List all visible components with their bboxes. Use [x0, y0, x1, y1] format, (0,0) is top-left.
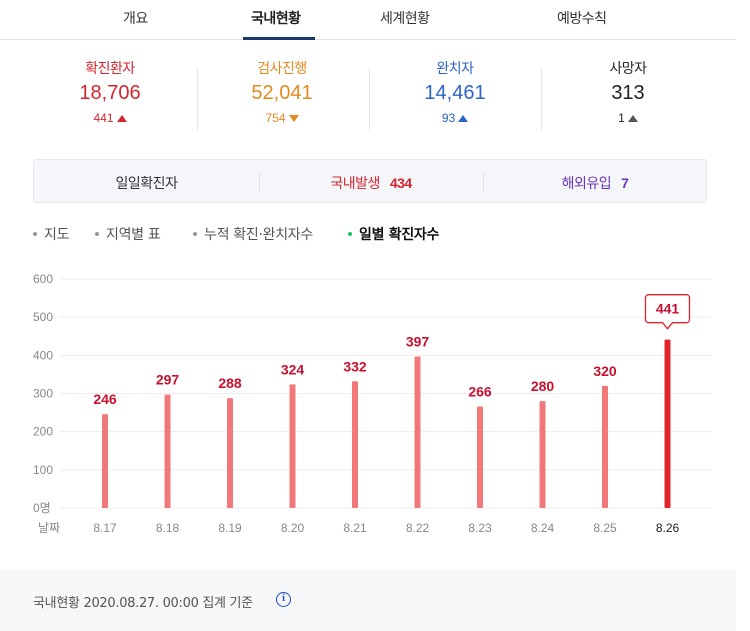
y-tick-label: 300 [33, 387, 53, 401]
stat-confirmed: 확진환자 18,706 441 [20, 58, 200, 125]
data-label: 280 [531, 378, 555, 394]
daily-confirmed-box: 일일확진자 국내발생 434 해외유입 7 [33, 159, 707, 203]
x-tick-label: 8.18 [156, 521, 180, 535]
stat-divider [369, 68, 370, 130]
bullet-icon [193, 232, 197, 236]
data-label: 288 [218, 375, 242, 391]
daily-domestic-label: 국내발생 [330, 176, 380, 192]
x-tick-label: 8.20 [281, 521, 305, 535]
daily-domestic: 국내발생 434 [259, 173, 483, 193]
subnav-region-table[interactable]: 지역별 표 [95, 224, 161, 244]
info-icon[interactable]: i [276, 592, 291, 607]
tab-overview[interactable]: 개요 [123, 11, 148, 27]
x-tick-label: 8.17 [93, 521, 117, 535]
tab-domestic[interactable]: 국내현황 [251, 11, 301, 27]
x-tick-label: 8.19 [218, 521, 242, 535]
footer: 국내현황 2020.08.27. 00:00 집계 기준 i [0, 570, 736, 631]
subnav-cumulative-label: 누적 확진·완치자수 [204, 227, 313, 243]
data-callout [644, 294, 691, 330]
subnav-daily[interactable]: 일별 확진자수 [348, 224, 439, 244]
stat-deaths-change: 1 [538, 111, 718, 125]
top-tabs: 개요 국내현황 세계현황 예방수칙 [0, 0, 736, 40]
chart-bar [227, 398, 233, 508]
y-tick-label: 600 [33, 272, 53, 286]
stat-confirmed-change: 441 [20, 111, 200, 125]
stat-confirmed-value: 18,706 [79, 82, 141, 104]
x-tick-label: 8.25 [593, 521, 617, 535]
arrow-up-icon [116, 115, 127, 122]
chart-bar [414, 356, 421, 508]
daily-imported: 해외유입 7 [483, 173, 707, 193]
data-label: 297 [156, 372, 180, 388]
daily-divider [483, 172, 484, 192]
subnav-region-table-label: 지역별 표 [106, 227, 161, 243]
stat-deaths-value: 313 [611, 82, 645, 104]
stat-confirmed-change-value: 441 [93, 111, 114, 125]
daily-divider [259, 172, 260, 192]
stat-recovered-label: 완치자 [436, 61, 474, 77]
tab-world[interactable]: 세계현황 [380, 11, 430, 27]
subnav-daily-label: 일별 확진자수 [359, 227, 440, 243]
data-label: 441 [656, 301, 680, 317]
x-axis-label: 날짜 [38, 521, 60, 535]
daily-domestic-value: 434 [389, 175, 412, 191]
chart-bar [477, 406, 483, 508]
chart-bar [664, 339, 671, 508]
x-tick-label: 8.24 [531, 521, 555, 535]
stat-deaths-label: 사망자 [609, 61, 647, 77]
arrow-up-icon [458, 115, 469, 122]
daily-cases-chart: 0명 100 200 300 400 500 600 날짜 8.17 246 8.18 297 8.19… [33, 272, 712, 535]
stat-divider [197, 68, 198, 130]
y-tick-label: 200 [33, 425, 53, 439]
subnav-map[interactable]: 지도 [33, 224, 69, 244]
stat-deaths-change-value: 1 [618, 111, 625, 125]
bullet-icon [348, 232, 352, 236]
data-label: 332 [343, 358, 367, 374]
subnav-cumulative[interactable]: 누적 확진·완치자수 [193, 224, 313, 244]
stat-confirmed-label: 확진환자 [85, 61, 135, 77]
data-label: 320 [593, 363, 617, 379]
stat-testing-change-value: 754 [265, 111, 286, 125]
bullet-icon [95, 232, 99, 236]
data-label: 397 [406, 333, 430, 349]
chart-bar [352, 381, 358, 508]
stat-recovered-change-value: 93 [441, 111, 456, 125]
daily-imported-value: 7 [621, 175, 629, 191]
data-label: 324 [281, 361, 305, 377]
stat-testing-value: 52,041 [251, 82, 313, 104]
y-tick-label: 100 [33, 463, 53, 477]
chart-bar [102, 414, 108, 508]
y-tick-label: 500 [33, 310, 53, 324]
stat-testing-label: 검사진행 [257, 61, 307, 77]
stat-testing: 검사진행 52,041 754 [192, 58, 372, 125]
data-label: 246 [93, 391, 117, 407]
footer-timestamp: 국내현황 2020.08.27. 00:00 집계 기준 [33, 596, 253, 611]
arrow-up-icon [627, 115, 638, 122]
stats-panel: 확진환자 18,706 441 검사진행 52,041 754 완치자 14,4… [0, 58, 736, 138]
x-tick-label: 8.22 [406, 521, 430, 535]
daily-imported-label: 해외유입 [561, 176, 612, 192]
bullet-icon [33, 232, 37, 236]
stat-divider [541, 68, 542, 130]
x-tick-label: 8.26 [656, 521, 680, 535]
chart-bar [539, 401, 546, 508]
arrow-down-icon [288, 115, 299, 122]
subnav-map-label: 지도 [44, 227, 70, 243]
stat-recovered-change: 93 [365, 111, 545, 125]
active-tab-indicator [243, 37, 315, 40]
chart-bar [164, 394, 171, 508]
stat-deaths: 사망자 313 1 [538, 58, 718, 125]
stat-recovered-value: 14,461 [424, 82, 486, 104]
y-tick-label: 0명 [33, 501, 51, 515]
chart-bar [602, 385, 608, 508]
y-tick-label: 400 [33, 348, 53, 362]
stat-testing-change: 754 [192, 111, 372, 125]
x-tick-label: 8.23 [468, 521, 492, 535]
stat-recovered: 완치자 14,461 93 [365, 58, 545, 125]
x-tick-label: 8.21 [343, 521, 367, 535]
tab-prevention[interactable]: 예방수칙 [557, 11, 607, 27]
data-label: 266 [468, 383, 492, 399]
daily-title: 일일확진자 [115, 176, 178, 192]
chart-bar [289, 384, 296, 508]
